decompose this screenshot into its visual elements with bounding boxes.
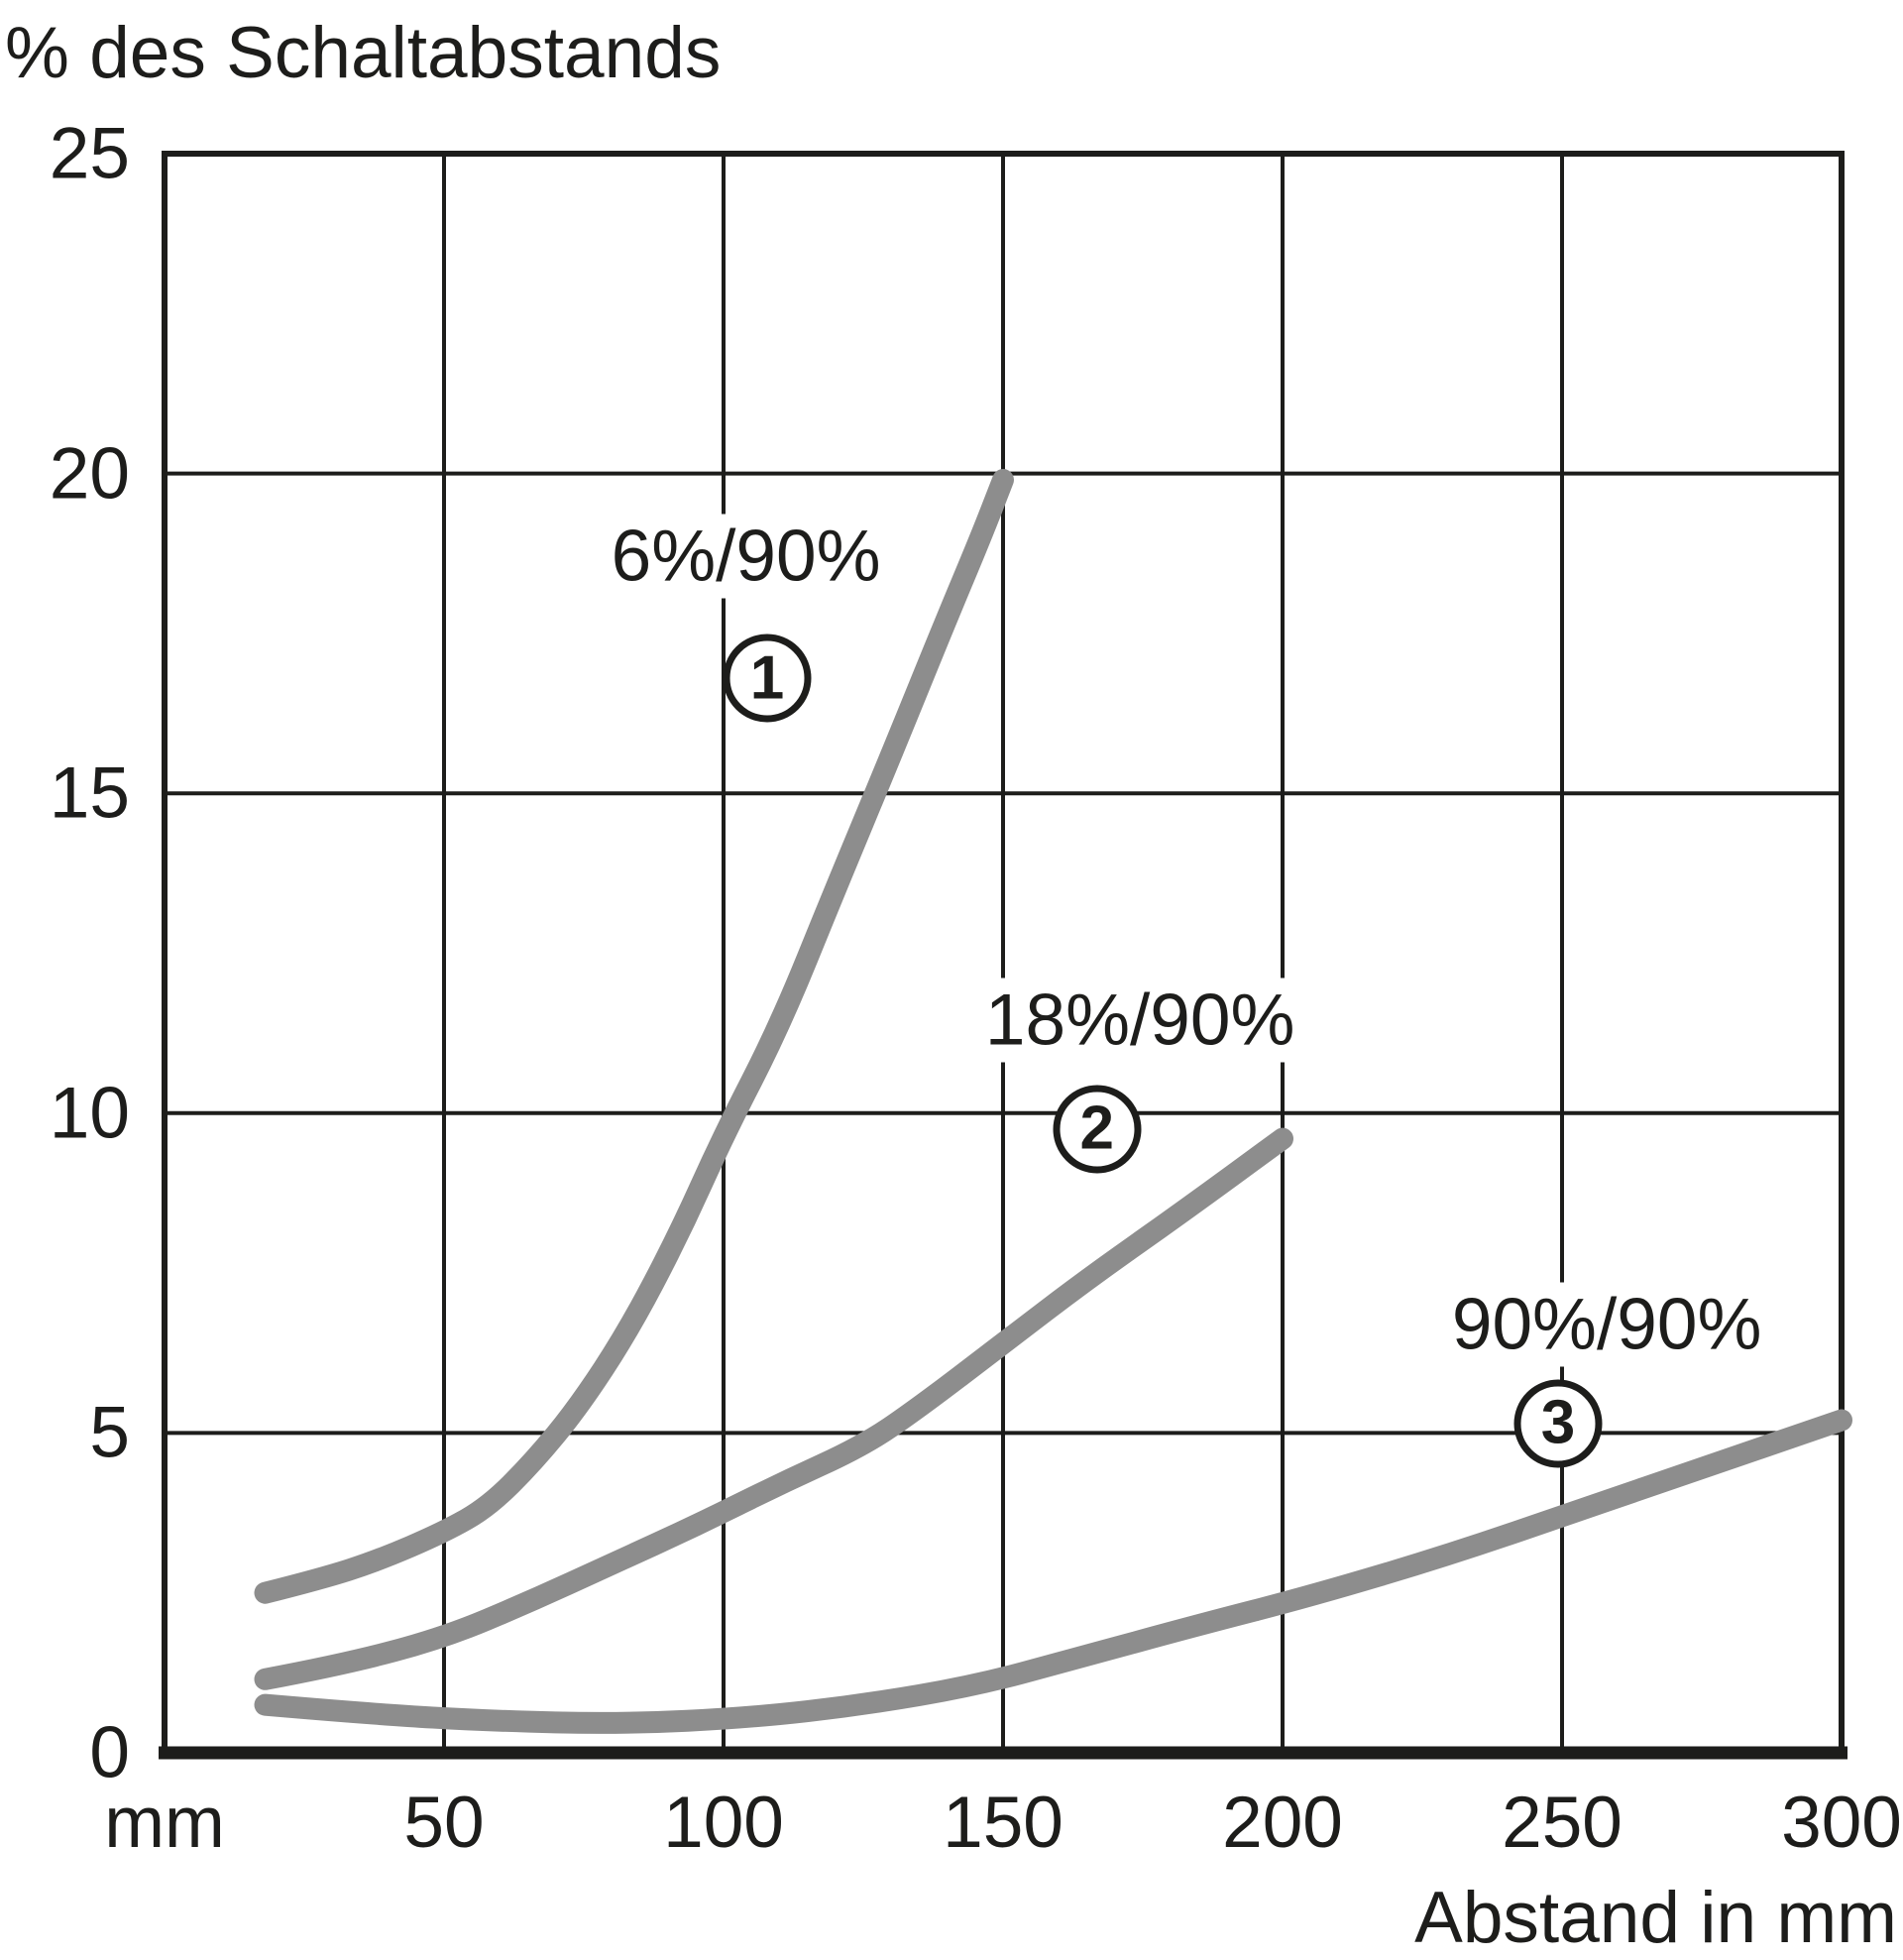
y-tick-label-0: 0: [89, 1712, 130, 1793]
x-tick-label-200: 200: [1222, 1783, 1343, 1863]
x-tick-label-50: 50: [403, 1783, 485, 1863]
curve-2-18pct-90pct: [254, 1127, 1293, 1690]
x-axis-label: Abstand in mm: [1414, 1878, 1897, 1958]
curve-label-1: 6%/90%: [597, 514, 895, 599]
circled-number-3: 3: [1513, 1379, 1603, 1468]
x-tick-label-100: 100: [663, 1783, 784, 1863]
x-tick-label-mm: mm: [104, 1783, 225, 1863]
x-tick-label-150: 150: [943, 1783, 1063, 1863]
x-tick-label-250: 250: [1502, 1783, 1623, 1863]
y-tick-label-10: 10: [49, 1073, 130, 1154]
y-tick-label-15: 15: [49, 752, 130, 834]
y-axis-title: % des Schaltabstands: [5, 13, 722, 93]
y-tick-label-5: 5: [89, 1392, 130, 1473]
y-tick-label-25: 25: [49, 113, 130, 194]
circled-number-2: 2: [1053, 1085, 1142, 1174]
y-tick-label-20: 20: [49, 433, 130, 515]
curve-label-3: 90%/90%: [1437, 1282, 1776, 1367]
circled-number-1: 1: [723, 634, 812, 723]
curve-label-2: 18%/90%: [970, 978, 1309, 1063]
curve-1-6pct-90pct: [254, 469, 1014, 1604]
x-tick-label-300: 300: [1781, 1783, 1902, 1863]
curve-3-90pct-90pct: [254, 1409, 1852, 1734]
